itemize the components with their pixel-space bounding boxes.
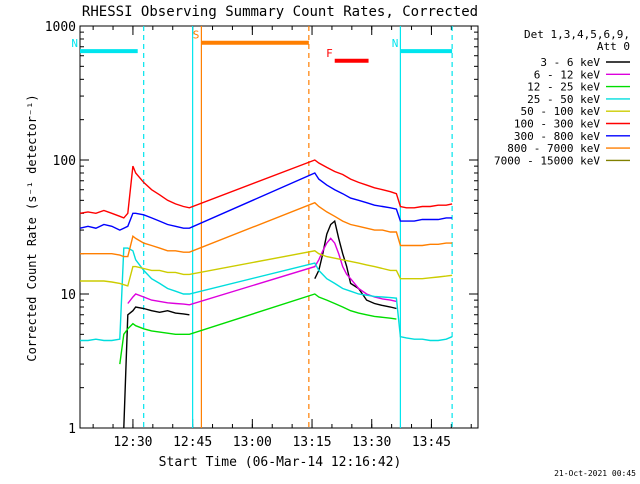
x-tick-label: 13:30 [352,435,391,450]
legend-entry-label: 7000 - 15000 keV [494,154,600,167]
y-tick-label: 10 [60,288,76,303]
legend-entry-label: 800 - 7000 keV [507,142,600,155]
legend-entry-label: 50 - 100 keV [521,105,601,118]
footer-date: 21-Oct-2021 00:45 [554,469,636,478]
x-axis-label: Start Time (06-Mar-14 12:16:42) [159,455,402,470]
plot-frame [79,25,479,429]
chart-title: RHESSI Observing Summary Count Rates, Co… [82,4,478,20]
series-line-5 [79,159,453,219]
legend-entry-label: 12 - 25 keV [527,81,600,94]
series-line-3 [80,247,453,342]
y-tick-label: 100 [53,154,76,169]
legend-entry-label: 100 - 300 keV [514,118,600,131]
y-axis-label: Corrected Count Rate (s⁻¹ detector⁻¹) [25,94,39,361]
flag-label: N [71,37,78,50]
legend-entry-label: 6 - 12 keV [534,68,601,81]
series-line-1 [127,237,397,306]
series-line-6 [79,172,453,231]
series-line-2 [119,293,397,365]
x-tick-label: 12:30 [113,435,152,450]
flag-label: F [326,47,333,60]
y-tick-label: 1000 [45,20,76,35]
x-tick-label: 13:45 [412,435,451,450]
series-line-7 [80,201,453,258]
flag-label: S [193,29,200,42]
y-tick-label: 1 [68,422,76,437]
legend-header-line-2: Att 0 [597,40,630,53]
legend-entry-label: 3 - 6 keV [540,56,600,69]
legend-entry-label: 25 - 50 keV [527,93,600,106]
series-line-4 [80,250,453,287]
series-line-0 [123,306,190,429]
legend-entry-label: 300 - 800 keV [514,130,600,143]
x-tick-label: 13:00 [233,435,272,450]
legend-header-line-1: Det 1,3,4,5,6,9, [524,28,630,41]
x-tick-label: 13:15 [292,435,331,450]
x-tick-label: 12:45 [173,435,212,450]
flag-label: N [392,37,399,50]
